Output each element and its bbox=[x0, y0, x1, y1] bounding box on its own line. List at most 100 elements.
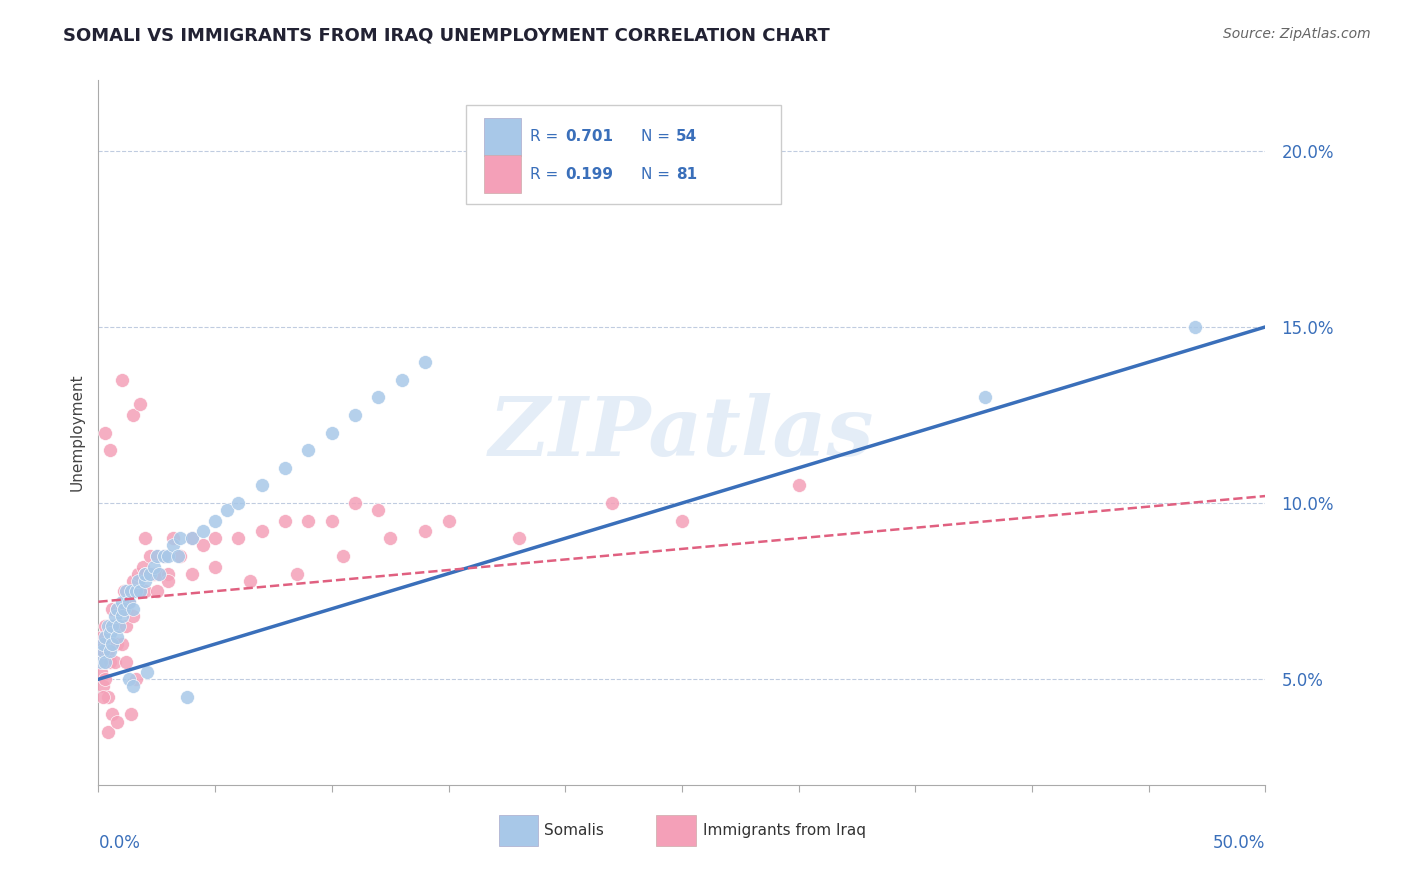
Point bbox=[148, 566, 170, 581]
Point bbox=[96, 637, 118, 651]
Point bbox=[204, 514, 226, 528]
Point bbox=[118, 673, 141, 687]
Point bbox=[101, 637, 124, 651]
Point bbox=[115, 619, 138, 633]
Point bbox=[204, 559, 226, 574]
Point bbox=[152, 549, 174, 563]
Point bbox=[122, 574, 145, 588]
Text: 0.199: 0.199 bbox=[565, 167, 613, 181]
Text: N =: N = bbox=[641, 167, 675, 181]
Point bbox=[274, 460, 297, 475]
Point bbox=[90, 665, 112, 680]
Text: Source: ZipAtlas.com: Source: ZipAtlas.com bbox=[1223, 27, 1371, 41]
Point bbox=[112, 584, 135, 599]
Point bbox=[115, 602, 138, 616]
Point bbox=[120, 584, 142, 599]
Point bbox=[98, 619, 121, 633]
Point bbox=[94, 619, 117, 633]
Point bbox=[111, 373, 134, 387]
Point bbox=[129, 397, 152, 411]
Point bbox=[120, 584, 142, 599]
Point bbox=[285, 566, 308, 581]
Text: Immigrants from Iraq: Immigrants from Iraq bbox=[703, 823, 866, 838]
Text: R =: R = bbox=[530, 129, 564, 145]
Point bbox=[129, 584, 152, 599]
Point bbox=[125, 584, 148, 599]
Point bbox=[250, 524, 273, 539]
Point bbox=[974, 391, 997, 405]
Point bbox=[157, 549, 180, 563]
Point bbox=[91, 637, 114, 651]
Point bbox=[321, 425, 343, 440]
Point bbox=[239, 574, 262, 588]
Point bbox=[101, 602, 124, 616]
Point bbox=[122, 608, 145, 623]
Point bbox=[108, 619, 131, 633]
FancyBboxPatch shape bbox=[499, 815, 538, 847]
Point bbox=[89, 655, 111, 669]
Point bbox=[157, 566, 180, 581]
Point bbox=[146, 584, 169, 599]
Point bbox=[671, 514, 693, 528]
Point bbox=[97, 725, 120, 739]
Text: Somalis: Somalis bbox=[544, 823, 605, 838]
Point bbox=[134, 584, 156, 599]
Point bbox=[125, 584, 148, 599]
Point bbox=[104, 608, 127, 623]
Point bbox=[97, 619, 120, 633]
Point bbox=[413, 524, 436, 539]
Point bbox=[180, 566, 202, 581]
Point bbox=[118, 595, 141, 609]
Point bbox=[90, 637, 112, 651]
Point bbox=[120, 707, 142, 722]
Point bbox=[105, 630, 128, 644]
Point bbox=[134, 566, 156, 581]
Point bbox=[111, 637, 134, 651]
Point bbox=[98, 655, 121, 669]
Point bbox=[367, 503, 389, 517]
Point bbox=[90, 655, 112, 669]
Point bbox=[139, 566, 162, 581]
Text: 81: 81 bbox=[676, 167, 697, 181]
Point bbox=[94, 425, 117, 440]
Point bbox=[204, 532, 226, 546]
Point bbox=[139, 549, 162, 563]
Point bbox=[94, 655, 117, 669]
Point bbox=[391, 373, 413, 387]
Point bbox=[108, 619, 131, 633]
Point bbox=[132, 559, 155, 574]
Point bbox=[136, 665, 159, 680]
Point bbox=[94, 673, 117, 687]
Point bbox=[600, 496, 623, 510]
Point bbox=[105, 602, 128, 616]
Point bbox=[93, 655, 115, 669]
Point bbox=[101, 707, 124, 722]
Point bbox=[101, 619, 124, 633]
Point bbox=[193, 524, 215, 539]
Point bbox=[118, 595, 141, 609]
Point bbox=[134, 566, 156, 581]
Text: N =: N = bbox=[641, 129, 675, 145]
Point bbox=[94, 630, 117, 644]
Point bbox=[143, 559, 166, 574]
Text: 0.701: 0.701 bbox=[565, 129, 613, 145]
Point bbox=[98, 443, 121, 458]
Text: ZIPatlas: ZIPatlas bbox=[489, 392, 875, 473]
Point bbox=[380, 532, 402, 546]
Point bbox=[134, 532, 156, 546]
Y-axis label: Unemployment: Unemployment bbox=[69, 374, 84, 491]
Point bbox=[122, 408, 145, 422]
Point bbox=[129, 584, 152, 599]
Point bbox=[127, 566, 149, 581]
Point bbox=[228, 532, 250, 546]
Point bbox=[413, 355, 436, 369]
Point bbox=[228, 496, 250, 510]
Point bbox=[115, 655, 138, 669]
Point bbox=[98, 626, 121, 640]
Text: 54: 54 bbox=[676, 129, 697, 145]
Point bbox=[111, 602, 134, 616]
Point bbox=[146, 549, 169, 563]
Point bbox=[297, 443, 319, 458]
Point bbox=[180, 532, 202, 546]
Point bbox=[97, 644, 120, 658]
